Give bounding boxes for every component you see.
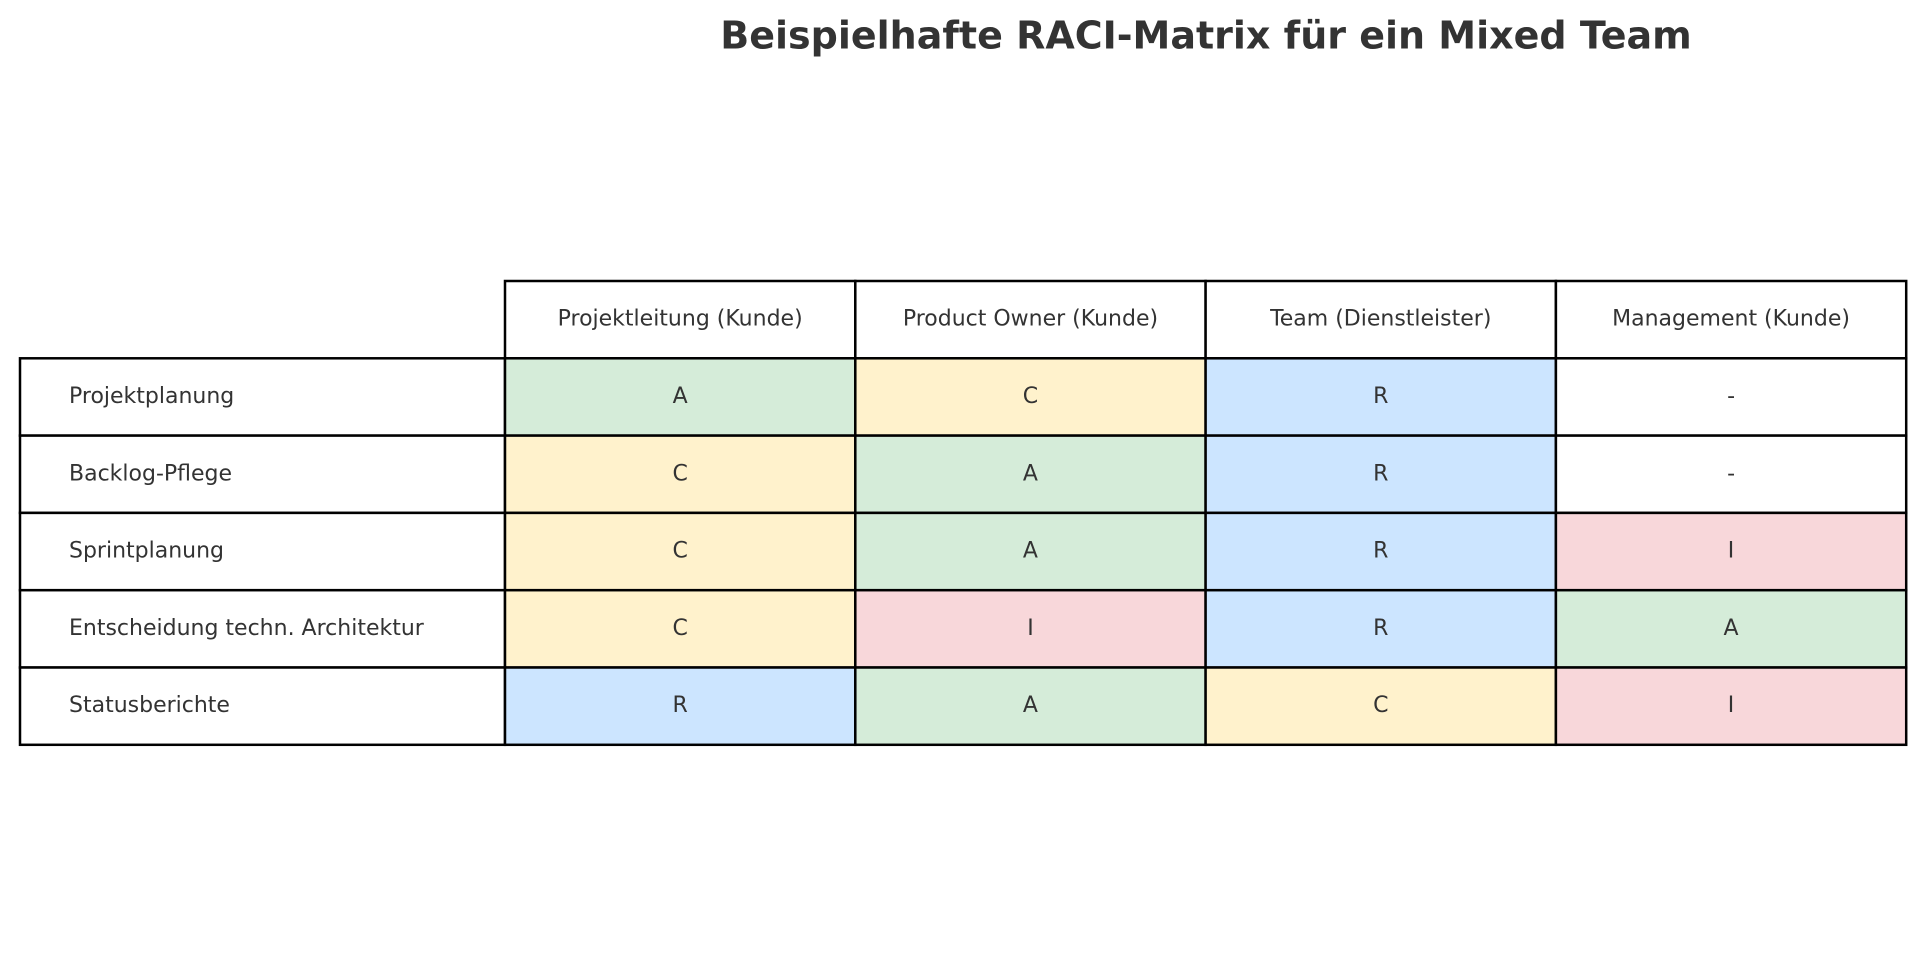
raci-value: R — [1373, 539, 1388, 564]
raci-cell — [1204, 511, 1558, 592]
raci-cell — [503, 588, 857, 669]
raci-value: I — [1728, 539, 1735, 564]
raci-value: I — [1728, 693, 1735, 718]
raci-value: R — [1373, 384, 1388, 409]
raci-value: A — [673, 384, 688, 409]
raci-cell — [1204, 666, 1558, 747]
column-header: Projektleitung (Kunde) — [558, 307, 803, 332]
raci-cell — [503, 511, 857, 592]
raci-cell — [854, 588, 1207, 669]
column-header: Product Owner (Kunde) — [903, 307, 1158, 332]
row-label: Projektplanung — [69, 384, 234, 409]
raci-cell — [1204, 357, 1558, 437]
raci-cell — [1554, 666, 1908, 747]
raci-cell — [503, 357, 857, 437]
raci-value: R — [1373, 461, 1388, 486]
row-label-cell — [18, 434, 507, 515]
row-label-cell — [18, 666, 507, 747]
raci-value: A — [1724, 616, 1739, 641]
column-header: Team (Dienstleister) — [1269, 307, 1491, 332]
raci-value: - — [1727, 461, 1735, 486]
header-cell — [854, 279, 1207, 360]
raci-cell — [1554, 588, 1908, 669]
raci-cell — [854, 434, 1207, 515]
raci-value: C — [672, 539, 687, 564]
raci-value: I — [1027, 616, 1034, 641]
raci-value: C — [1373, 693, 1388, 718]
column-header: Management (Kunde) — [1612, 307, 1850, 332]
raci-value: - — [1727, 384, 1735, 409]
row-label: Statusberichte — [69, 693, 230, 718]
row-label-cell — [18, 588, 507, 669]
raci-cell — [1204, 588, 1558, 669]
row-label: Backlog-Pflege — [69, 461, 232, 486]
raci-value: C — [672, 616, 687, 641]
row-label: Sprintplanung — [69, 539, 224, 564]
header-cell — [1204, 279, 1558, 360]
raci-value: C — [1023, 384, 1038, 409]
raci-value: C — [672, 461, 687, 486]
raci-cell — [854, 511, 1207, 592]
raci-value: R — [673, 693, 688, 718]
raci-value: R — [1373, 616, 1388, 641]
raci-value: A — [1023, 539, 1038, 564]
raci-value: A — [1023, 693, 1038, 718]
raci-cell — [1554, 434, 1908, 515]
title: Beispielhafte RACI-Matrix für ein Mixed … — [720, 14, 1691, 58]
header-cell — [1554, 279, 1908, 360]
raci-value: A — [1023, 461, 1038, 486]
raci-cell — [854, 666, 1207, 747]
row-label: Entscheidung techn. Architektur — [69, 616, 425, 641]
raci-cell — [1554, 511, 1908, 592]
header-cell — [503, 279, 857, 360]
